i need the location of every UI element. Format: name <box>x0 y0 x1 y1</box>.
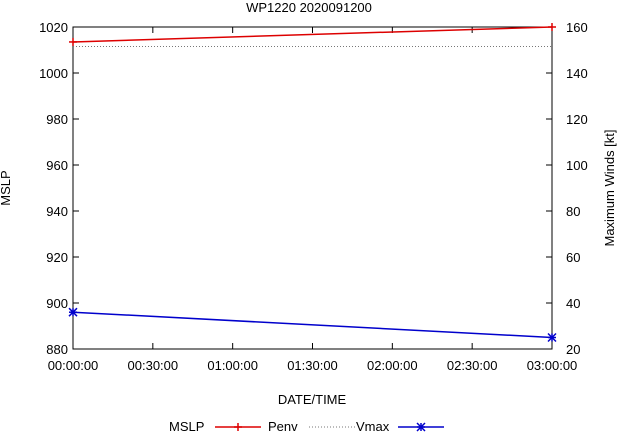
y-tick-label: 960 <box>46 158 68 173</box>
chart-title: WP1220 2020091200 <box>246 0 372 15</box>
y2-tick-label: 20 <box>566 342 580 357</box>
series-line-mslp <box>72 26 553 43</box>
y-tick-label: 1000 <box>39 66 68 81</box>
y-axis-label: MSLP <box>0 170 13 205</box>
x-tick-label: 02:30:00 <box>447 358 498 373</box>
data-point <box>68 307 78 317</box>
series-layer <box>68 23 557 343</box>
legend-label: Penv <box>268 419 298 432</box>
legend-label: Vmax <box>356 419 390 432</box>
x-tick-label: 03:00:00 <box>527 358 578 373</box>
y-tick-label: 920 <box>46 250 68 265</box>
legend: MSLP Penv Vmax <box>169 419 444 432</box>
y-tick-label: 1020 <box>39 20 68 35</box>
data-point <box>69 37 77 46</box>
y2-tick-label: 40 <box>566 296 580 311</box>
y2-tick-label: 80 <box>566 204 580 219</box>
y2-tick-label: 100 <box>566 158 588 173</box>
x-tick-label: 01:30:00 <box>287 358 338 373</box>
x-tick-label: 00:00:00 <box>48 358 99 373</box>
x-tick-label: 01:00:00 <box>207 358 258 373</box>
legend-label: MSLP <box>169 419 204 432</box>
y-tick-label: 900 <box>46 296 68 311</box>
y2-tick-label: 160 <box>566 20 588 35</box>
data-point <box>234 423 242 431</box>
series-line-vmax <box>72 311 553 339</box>
data-point <box>548 23 556 31</box>
x-tick-label: 02:00:00 <box>367 358 418 373</box>
y2-tick-label: 140 <box>566 66 588 81</box>
data-point <box>547 332 557 343</box>
x-axis-label: DATE/TIME <box>278 392 347 407</box>
data-point <box>416 422 426 432</box>
y2-tick-label: 60 <box>566 250 580 265</box>
axis-ticks: 880 900 920 940 960 980 1000 1020 20 40 60 80 100 120… <box>39 20 588 373</box>
y2-tick-label: 120 <box>566 112 588 127</box>
y2-axis-label: Maximum Winds [kt] <box>602 129 617 246</box>
y-tick-label: 980 <box>46 112 68 127</box>
plot-area <box>72 26 553 350</box>
x-tick-label: 00:30:00 <box>128 358 179 373</box>
y-tick-label: 940 <box>46 204 68 219</box>
y-tick-label: 880 <box>46 342 68 357</box>
